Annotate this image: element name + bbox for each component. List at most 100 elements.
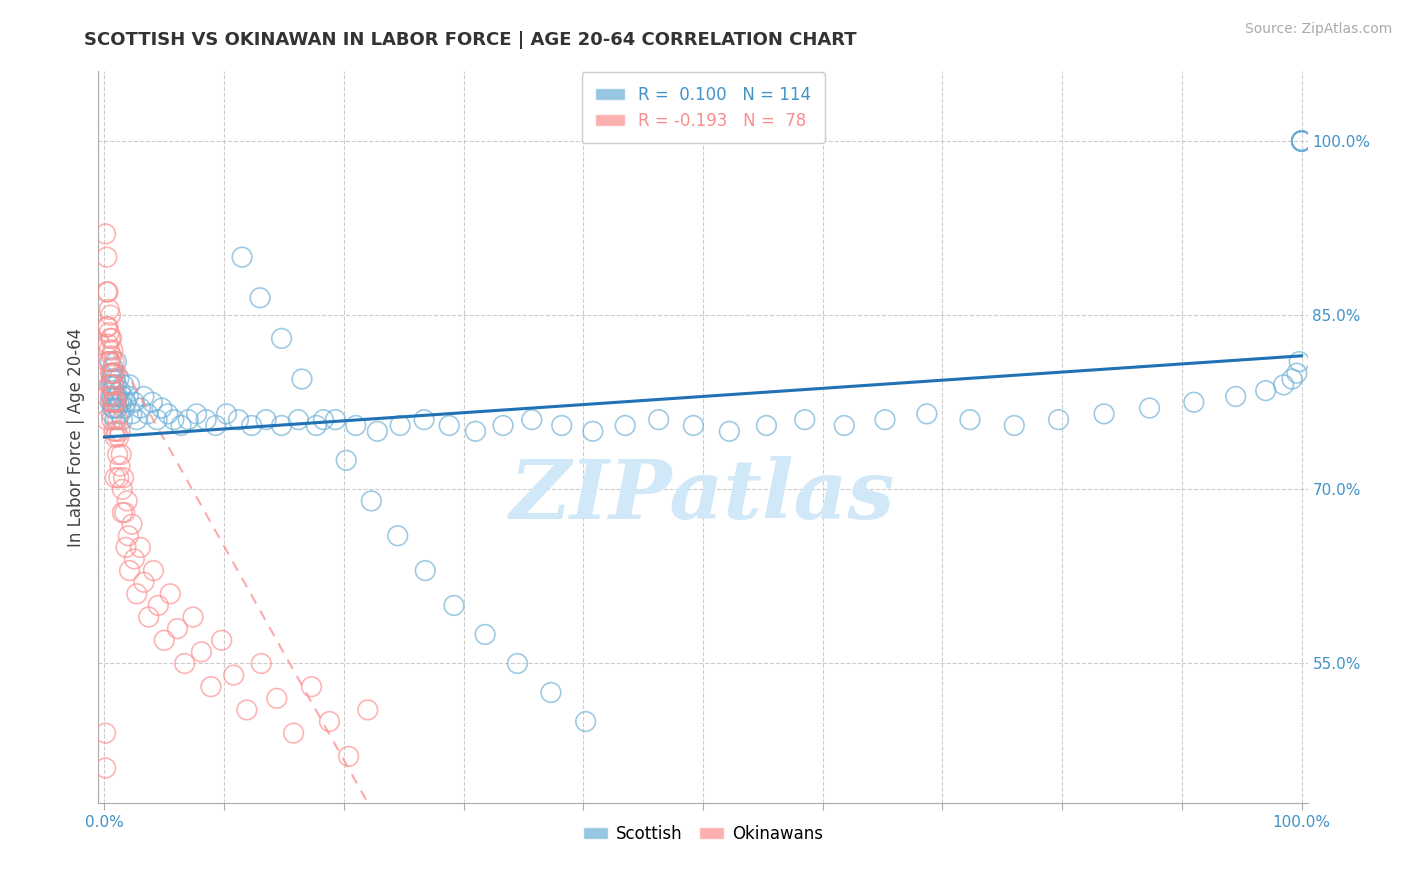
Point (915, 407, 938, 421)
Point (117, 529, 139, 543)
Point (118, 564, 141, 578)
Point (108, 384, 131, 398)
Point (105, 395, 128, 409)
Point (1288, 354, 1310, 368)
Point (166, 622, 188, 636)
Point (97, 337, 120, 351)
Point (236, 703, 259, 717)
Text: SCOTTISH VS OKINAWAN IN LABOR FORCE | AGE 20-64 CORRELATION CHART: SCOTTISH VS OKINAWAN IN LABOR FORCE | AG… (84, 31, 858, 49)
Point (270, 331, 292, 345)
Point (464, 424, 486, 438)
Point (104, 372, 127, 386)
Point (96, 354, 118, 368)
Point (1047, 412, 1070, 426)
Point (222, 668, 245, 682)
Point (112, 471, 135, 485)
Point (249, 291, 271, 305)
Point (107, 471, 129, 485)
Point (129, 401, 152, 415)
Point (173, 657, 195, 671)
Point (153, 633, 176, 648)
Point (492, 418, 515, 433)
Point (291, 372, 314, 386)
Point (114, 401, 136, 415)
Point (1291, 134, 1313, 148)
Point (141, 395, 163, 409)
Point (118, 377, 141, 392)
Point (200, 680, 222, 694)
Point (287, 412, 309, 426)
Point (1254, 384, 1277, 398)
Point (100, 372, 122, 386)
Point (360, 494, 382, 508)
Y-axis label: In Labor Force | Age 20-64: In Labor Force | Age 20-64 (66, 327, 84, 547)
Point (575, 714, 598, 729)
Point (111, 483, 134, 497)
Point (103, 366, 125, 380)
Point (100, 349, 122, 363)
Point (115, 541, 138, 555)
Point (108, 459, 131, 474)
Point (117, 389, 139, 403)
Point (387, 529, 409, 543)
Point (101, 366, 124, 380)
Point (101, 343, 124, 357)
Point (1291, 134, 1313, 148)
Point (520, 412, 543, 426)
Point (98, 354, 121, 368)
Point (96, 412, 118, 426)
Point (100, 377, 122, 392)
Point (474, 627, 496, 641)
Point (100, 366, 122, 380)
Point (337, 749, 360, 764)
Point (186, 407, 208, 421)
Point (1139, 401, 1161, 415)
Point (204, 418, 226, 433)
Point (101, 395, 124, 409)
Point (96, 389, 118, 403)
Point (1002, 418, 1025, 433)
Point (110, 395, 132, 409)
Point (755, 418, 778, 433)
Point (110, 448, 132, 462)
Point (389, 418, 412, 433)
Point (100, 412, 122, 426)
Point (228, 412, 250, 426)
Point (107, 372, 129, 386)
Point (114, 506, 136, 520)
Point (146, 412, 169, 426)
Point (136, 407, 159, 421)
Point (540, 685, 562, 699)
Point (101, 377, 124, 392)
Point (100, 377, 122, 392)
Point (1291, 134, 1313, 148)
Point (142, 564, 165, 578)
Point (1291, 134, 1313, 148)
Point (793, 412, 815, 426)
Point (121, 517, 143, 532)
Point (100, 308, 122, 322)
Point (1291, 134, 1313, 148)
Point (98, 326, 121, 340)
Point (101, 401, 124, 415)
Point (305, 418, 328, 433)
Point (413, 564, 436, 578)
Point (551, 418, 574, 433)
Point (682, 418, 704, 433)
Point (97, 285, 120, 299)
Point (124, 552, 146, 566)
Point (443, 599, 465, 613)
Point (582, 424, 605, 438)
Point (100, 389, 122, 403)
Point (1092, 407, 1115, 421)
Point (156, 407, 179, 421)
Point (1285, 366, 1308, 380)
Point (98, 343, 121, 357)
Point (125, 412, 148, 426)
Point (96, 250, 118, 264)
Point (103, 366, 125, 380)
Point (148, 599, 170, 613)
Point (614, 418, 637, 433)
Point (132, 389, 155, 403)
Point (104, 412, 127, 426)
